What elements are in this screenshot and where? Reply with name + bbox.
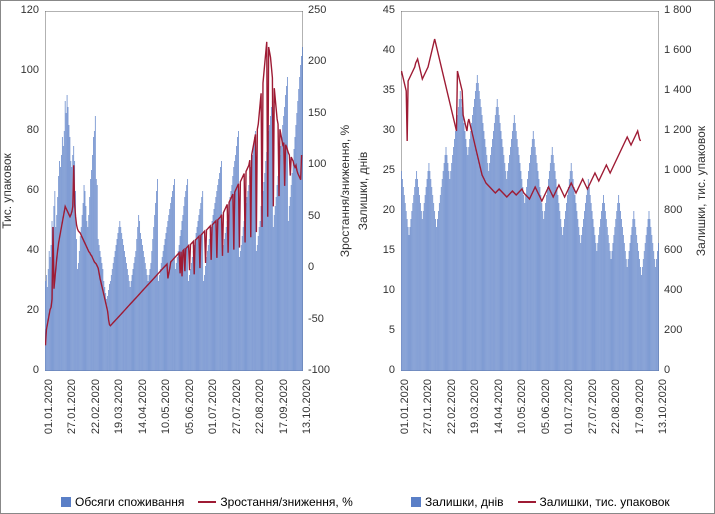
y1-tick-label: 0 (33, 364, 39, 376)
plot-svg (45, 11, 303, 371)
y2-tick-label: 150 (308, 107, 326, 119)
legend-item-line-right: Залишки, тис. упаковок (518, 495, 670, 509)
legend-label: Залишки, днів (425, 495, 504, 509)
y2-tick-label: 200 (308, 55, 326, 67)
legend-label: Зростання/зниження, % (220, 495, 352, 509)
legend-item-bars-right: Залишки, днів (411, 495, 504, 509)
bar-swatch-icon (411, 497, 421, 507)
plot-svg (401, 11, 659, 371)
y2-axis-label: Залишки, тис. упаковок (694, 126, 708, 256)
y2-tick-label: 0 (664, 364, 670, 376)
y1-tick-label: 60 (27, 184, 39, 196)
y2-tick-label: 800 (664, 204, 682, 216)
legend-label: Залишки, тис. упаковок (540, 495, 670, 509)
y2-tick-label: 0 (308, 261, 314, 273)
y1-tick-label: 25 (383, 164, 395, 176)
y1-tick-label: 0 (389, 364, 395, 376)
y1-axis-label: Тис. упаковок (0, 153, 14, 229)
y2-tick-label: 600 (664, 244, 682, 256)
y2-tick-label: 200 (664, 324, 682, 336)
legend-item-line-left: Зростання/зниження, % (198, 495, 352, 509)
y1-tick-label: 30 (383, 124, 395, 136)
dual-chart-container: Обсяги споживання Зростання/зниження, % … (0, 0, 715, 514)
legend-label: Обсяги споживання (75, 495, 184, 509)
y1-tick-label: 45 (383, 4, 395, 16)
y2-tick-label: 250 (308, 4, 326, 16)
left-legend: Обсяги споживання Зростання/зниження, % (61, 495, 353, 509)
y1-tick-label: 80 (27, 124, 39, 136)
y1-tick-label: 100 (21, 64, 39, 76)
y1-tick-label: 5 (389, 324, 395, 336)
y1-tick-label: 120 (21, 4, 39, 16)
y2-tick-label: 50 (308, 210, 320, 222)
line-swatch-icon (518, 501, 536, 503)
y2-tick-label: 1 600 (664, 44, 692, 56)
y2-tick-label: 1 000 (664, 164, 692, 176)
y2-tick-label: 1 800 (664, 4, 692, 16)
y1-tick-label: 20 (383, 204, 395, 216)
y2-tick-label: 100 (308, 158, 326, 170)
y2-tick-label: 400 (664, 284, 682, 296)
y2-axis-label: Зростання/зниження, % (338, 125, 352, 257)
y2-tick-label: 1 200 (664, 124, 692, 136)
right-legend: Залишки, днів Залишки, тис. упаковок (411, 495, 670, 509)
y2-tick-label: -100 (308, 364, 330, 376)
y1-axis-label: Залишки, днів (356, 152, 370, 231)
bar-swatch-icon (61, 497, 71, 507)
line-swatch-icon (198, 501, 216, 503)
y1-tick-label: 40 (27, 244, 39, 256)
y1-tick-label: 10 (383, 284, 395, 296)
y1-tick-label: 20 (27, 304, 39, 316)
legend-item-bars-left: Обсяги споживання (61, 495, 184, 509)
y1-tick-label: 15 (383, 244, 395, 256)
y2-tick-label: -50 (308, 313, 324, 325)
y1-tick-label: 35 (383, 84, 395, 96)
y2-tick-label: 1 400 (664, 84, 692, 96)
y1-tick-label: 40 (383, 44, 395, 56)
